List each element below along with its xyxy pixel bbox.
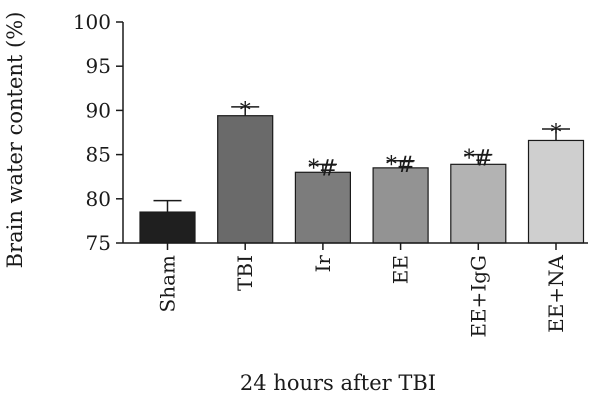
y-tick-label: 95 — [86, 54, 111, 78]
bar — [217, 115, 274, 244]
y-tick-label: 80 — [86, 187, 111, 211]
significance-label: *# — [386, 153, 415, 178]
y-tick-label: 85 — [86, 143, 111, 167]
significance-label: *# — [464, 147, 493, 172]
significance-label: * — [551, 121, 562, 146]
x-axis: Sham TBI Ir EE EE+IgG EE+NA — [123, 242, 588, 338]
bar — [139, 211, 196, 244]
x-tick-label: Ir — [311, 255, 335, 273]
y-tick-label: 75 — [86, 231, 111, 255]
bar — [527, 139, 585, 244]
bars: * *# *# *# * — [139, 99, 585, 244]
bar — [450, 163, 507, 244]
y-axis-label: Brain water content (%) — [3, 12, 27, 269]
x-tick-label: TBI — [233, 255, 257, 291]
x-tick-label: EE+NA — [544, 254, 568, 332]
y-tick-label: 90 — [86, 98, 111, 122]
bar — [372, 167, 429, 244]
bar — [294, 171, 351, 244]
x-tick-label: Sham — [156, 255, 180, 313]
significance-label: *# — [308, 156, 337, 181]
x-tick-label: EE+IgG — [466, 255, 490, 338]
y-axis: 75 80 85 90 95 100 — [73, 10, 124, 255]
x-tick-label: EE — [389, 255, 413, 284]
significance-label: * — [240, 99, 251, 124]
x-axis-label: 24 hours after TBI — [240, 371, 436, 395]
y-tick-label: 100 — [73, 10, 111, 34]
